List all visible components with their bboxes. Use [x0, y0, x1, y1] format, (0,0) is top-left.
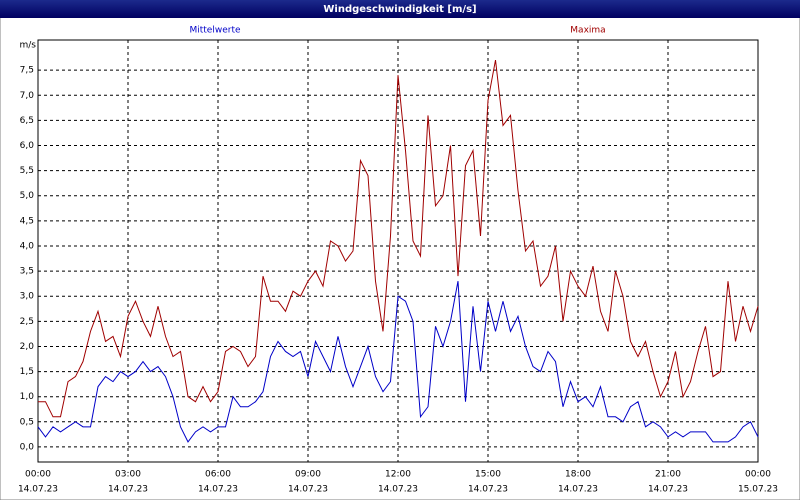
y-axis-label: m/s — [20, 41, 37, 51]
legend-label: Mittelwerte — [189, 26, 240, 36]
y-tick-label: 1,0 — [20, 392, 35, 402]
x-tick-date: 14.07.23 — [198, 485, 238, 495]
y-tick-label: 0,0 — [20, 442, 35, 452]
x-tick-date: 14.07.23 — [108, 485, 148, 495]
x-tick-date: 14.07.23 — [468, 485, 508, 495]
y-tick-label: 7,5 — [20, 66, 34, 76]
y-tick-label: 6,5 — [20, 116, 34, 126]
data-line — [38, 60, 759, 418]
x-tick-label: 00:00 — [25, 470, 51, 480]
y-tick-label: 5,0 — [20, 191, 35, 201]
y-tick-label: 4,0 — [20, 241, 35, 251]
x-tick-label: 21:00 — [655, 470, 681, 480]
x-tick-label: 06:00 — [205, 470, 231, 480]
y-tick-label: 6,0 — [20, 141, 35, 151]
x-tick-label: 15:00 — [475, 470, 501, 480]
x-tick-label: 00:00 — [745, 470, 771, 480]
legend-label: Maxima — [570, 26, 605, 36]
y-tick-label: 2,5 — [20, 317, 34, 327]
y-tick-label: 0,5 — [20, 417, 34, 427]
x-tick-label: 09:00 — [295, 470, 321, 480]
title-bar — [0, 0, 800, 18]
x-tick-date: 14.07.23 — [378, 485, 418, 495]
x-tick-date: 14.07.23 — [558, 485, 598, 495]
y-tick-label: 3,0 — [20, 292, 35, 302]
y-tick-label: 5,5 — [20, 166, 34, 176]
x-tick-label: 12:00 — [385, 470, 411, 480]
y-tick-label: 7,0 — [20, 91, 35, 101]
y-tick-label: 2,0 — [20, 342, 35, 352]
data-line — [37, 281, 759, 443]
window-title: Windgeschwindigkeit [m/s] — [323, 4, 476, 15]
x-tick-date: 14.07.23 — [648, 485, 688, 495]
y-tick-label: 3,5 — [20, 267, 34, 277]
x-tick-date: 14.07.23 — [18, 485, 58, 495]
y-tick-label: 1,5 — [20, 367, 34, 377]
x-tick-date: 14.07.23 — [288, 485, 328, 495]
x-tick-label: 18:00 — [565, 470, 591, 480]
x-tick-label: 03:00 — [115, 470, 141, 480]
y-tick-label: 4,5 — [20, 216, 34, 226]
x-tick-date: 15.07.23 — [738, 485, 778, 495]
